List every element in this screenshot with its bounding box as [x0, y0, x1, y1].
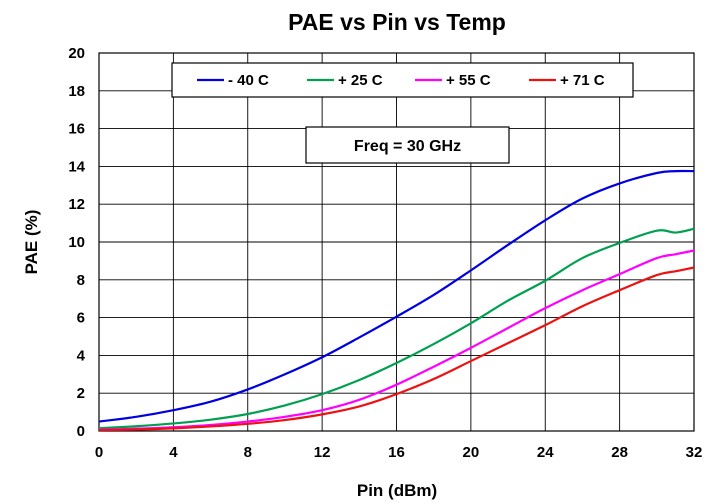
chart-title: PAE vs Pin vs Temp — [288, 9, 506, 35]
legend-label-plus-25c: + 25 C — [338, 72, 383, 89]
legend-label-plus-55c: + 55 C — [446, 72, 491, 89]
y-tick-label: 10 — [68, 234, 85, 251]
x-tick-label: 24 — [537, 444, 554, 461]
series-lines — [98, 169, 695, 432]
y-tick-labels: 0 2 4 6 8 10 12 14 16 18 20 — [68, 45, 85, 440]
x-tick-label: 16 — [388, 444, 405, 461]
plot-area-frame — [98, 52, 695, 432]
y-axis-label: PAE (%) — [22, 210, 41, 275]
x-tick-labels: 0 4 8 12 16 20 24 28 32 — [95, 444, 703, 461]
annotation-text: Freq = 30 GHz — [354, 138, 461, 155]
y-tick-label: 4 — [77, 347, 86, 364]
y-tick-label: 6 — [77, 310, 85, 327]
annotation: Freq = 30 GHz — [305, 126, 510, 164]
x-tick-label: 4 — [169, 444, 178, 461]
series-line-plus-55c — [98, 249, 695, 431]
y-tick-label: 2 — [77, 385, 85, 402]
legend-label-minus-40c: - 40 C — [228, 72, 269, 89]
legend-box — [171, 62, 634, 98]
grid-lines — [98, 52, 695, 432]
x-tick-label: 12 — [314, 444, 331, 461]
legend: - 40 C + 25 C + 55 C + 71 C — [171, 62, 634, 98]
x-tick-label: 32 — [686, 444, 703, 461]
x-axis-label: Pin (dBm) — [357, 481, 437, 500]
series-line-plus-25c — [98, 227, 695, 430]
x-tick-label: 8 — [244, 444, 252, 461]
y-tick-label: 18 — [68, 83, 85, 100]
y-tick-label: 12 — [68, 196, 85, 213]
y-tick-label: 14 — [68, 158, 85, 175]
y-tick-label: 8 — [77, 272, 85, 289]
y-tick-label: 20 — [68, 45, 85, 62]
series-line-minus-40c — [98, 169, 695, 423]
x-tick-label: 0 — [95, 444, 103, 461]
series-line-plus-71c — [98, 266, 695, 432]
x-tick-label: 28 — [611, 444, 628, 461]
y-tick-label: 0 — [77, 423, 85, 440]
legend-label-plus-71c: + 71 C — [560, 72, 605, 89]
y-tick-label: 16 — [68, 121, 85, 138]
annotation-box — [305, 126, 510, 164]
x-tick-label: 20 — [463, 444, 480, 461]
